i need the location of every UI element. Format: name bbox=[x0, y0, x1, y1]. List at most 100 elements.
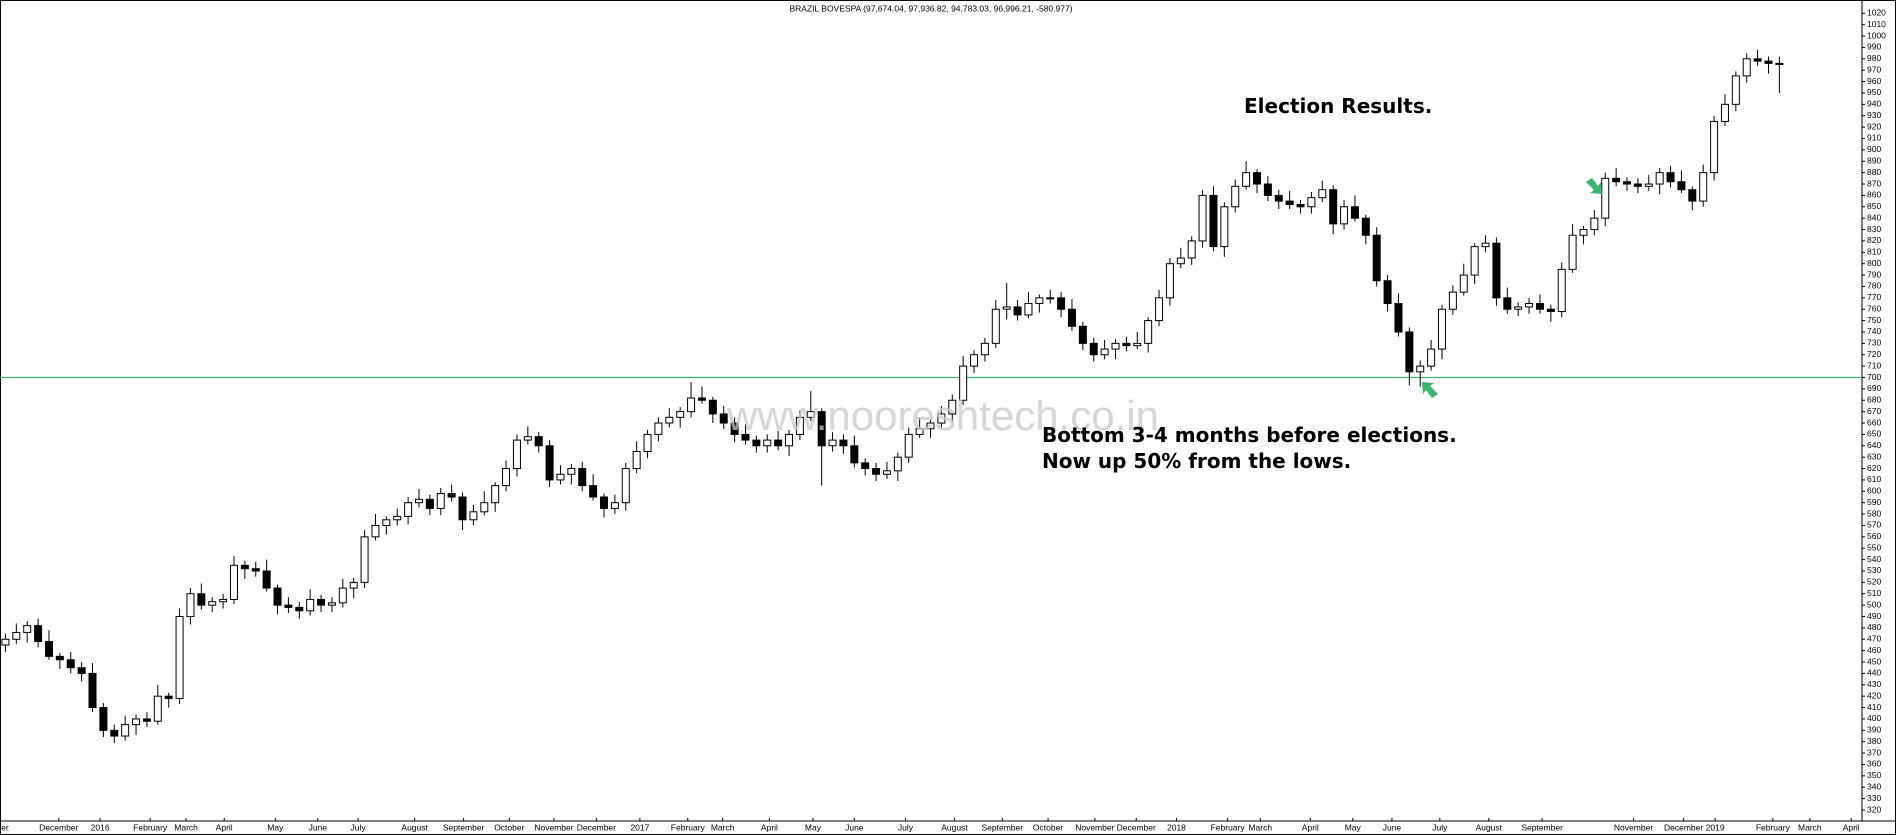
candle-body bbox=[1470, 246, 1479, 276]
y-tick-label: 630 bbox=[1867, 451, 1881, 461]
candle-body bbox=[1252, 172, 1261, 185]
candle-body bbox=[1764, 60, 1773, 64]
candle-body bbox=[1187, 240, 1196, 259]
candle-body bbox=[687, 397, 696, 413]
candle-body bbox=[1699, 172, 1708, 202]
candle-body bbox=[371, 524, 380, 538]
candle-body bbox=[1753, 58, 1762, 62]
y-tick-label: 330 bbox=[1867, 793, 1881, 803]
candle-body bbox=[926, 422, 935, 430]
y-tick-label: 860 bbox=[1867, 190, 1881, 200]
candle-body bbox=[1361, 217, 1370, 236]
candle-body bbox=[1503, 297, 1512, 310]
candle-body bbox=[991, 308, 1000, 344]
y-tick-label: 640 bbox=[1867, 440, 1881, 450]
candle-body bbox=[1329, 189, 1338, 225]
y-tick-label: 660 bbox=[1867, 417, 1881, 427]
y-tick-label: 990 bbox=[1867, 42, 1881, 52]
candle-body bbox=[1372, 234, 1381, 282]
y-tick-label: 980 bbox=[1867, 53, 1881, 63]
y-tick-label: 420 bbox=[1867, 690, 1881, 700]
y-tick-label: 930 bbox=[1867, 110, 1881, 120]
candle-body bbox=[545, 445, 554, 481]
x-tick-label: April bbox=[761, 822, 778, 832]
candle-body bbox=[806, 411, 815, 418]
candle-body bbox=[1155, 297, 1164, 322]
candle-body bbox=[414, 498, 423, 504]
candle-body bbox=[1122, 342, 1131, 347]
candle-body bbox=[491, 485, 500, 504]
x-tick-label: March bbox=[1798, 822, 1822, 832]
candle-body bbox=[665, 416, 674, 424]
candle-body bbox=[1438, 308, 1447, 350]
candle-body bbox=[610, 502, 619, 509]
candle-body bbox=[1035, 297, 1044, 305]
candle-body bbox=[1133, 342, 1142, 347]
candle-body bbox=[393, 515, 402, 521]
candle-body bbox=[1263, 183, 1272, 196]
candle-body bbox=[251, 568, 260, 572]
candle-body bbox=[1198, 194, 1207, 242]
y-tick-label: 730 bbox=[1867, 338, 1881, 348]
candle-body bbox=[1046, 297, 1055, 300]
y-tick-label: 870 bbox=[1867, 178, 1881, 188]
candle-body bbox=[327, 602, 336, 606]
candle-body bbox=[1231, 185, 1240, 208]
candle-body bbox=[948, 399, 957, 415]
candle-body bbox=[1710, 120, 1719, 174]
y-tick-label: 560 bbox=[1867, 531, 1881, 541]
y-tick-label: 950 bbox=[1867, 87, 1881, 97]
candle-body bbox=[741, 433, 750, 441]
candle-body bbox=[904, 433, 913, 458]
x-tick-label: October bbox=[1033, 822, 1063, 832]
x-tick-label: September bbox=[443, 822, 485, 832]
candle-body bbox=[55, 655, 64, 661]
y-tick-label: 720 bbox=[1867, 349, 1881, 359]
candle-body bbox=[1427, 348, 1436, 367]
candle-body bbox=[1590, 217, 1599, 231]
annotation: Election Results. bbox=[1244, 94, 1432, 118]
x-tick-label: March bbox=[1248, 822, 1272, 832]
candle-body bbox=[763, 439, 772, 447]
x-tick-label: April bbox=[1302, 822, 1319, 832]
candle-body bbox=[12, 631, 21, 640]
x-tick-label: 2019 bbox=[1706, 822, 1725, 832]
x-tick-label: February bbox=[671, 822, 706, 832]
candle-body bbox=[153, 695, 162, 722]
chart-title: BRAZIL BOVESPA (97,674.04, 97,936.82, 94… bbox=[789, 3, 1072, 13]
y-tick-label: 910 bbox=[1867, 133, 1881, 143]
candle-body bbox=[1492, 242, 1501, 299]
y-tick-label: 600 bbox=[1867, 486, 1881, 496]
y-tick-label: 450 bbox=[1867, 656, 1881, 666]
y-tick-label: 400 bbox=[1867, 713, 1881, 723]
x-tick-label: June bbox=[309, 822, 328, 832]
y-tick-label: 880 bbox=[1867, 167, 1881, 177]
y-tick-label: 670 bbox=[1867, 406, 1881, 416]
x-tick-label: March bbox=[174, 822, 198, 832]
candle-body bbox=[1296, 204, 1305, 208]
y-tick-label: 760 bbox=[1867, 303, 1881, 313]
candle-body bbox=[1340, 206, 1349, 225]
candle-body bbox=[1416, 365, 1425, 373]
candle-body bbox=[1285, 200, 1294, 206]
y-tick-label: 440 bbox=[1867, 668, 1881, 678]
annotation: Bottom 3-4 months before elections. bbox=[1042, 423, 1457, 447]
candle-body bbox=[512, 439, 521, 470]
candle-body bbox=[502, 468, 511, 487]
candle-body bbox=[643, 433, 652, 452]
candle-body bbox=[1688, 189, 1697, 202]
x-tick-label: July bbox=[898, 822, 914, 832]
candle-body bbox=[382, 519, 391, 526]
candle-body bbox=[208, 601, 217, 606]
y-tick-label: 650 bbox=[1867, 429, 1881, 439]
candle-body bbox=[240, 564, 249, 570]
candle-body bbox=[1318, 189, 1327, 199]
candle-body bbox=[132, 718, 141, 726]
y-tick-label: 830 bbox=[1867, 224, 1881, 234]
x-tick-label: August bbox=[401, 822, 428, 832]
watermark: www.nooreshtech.co.in bbox=[726, 392, 1159, 439]
candle-body bbox=[469, 511, 478, 521]
y-tick-label: 740 bbox=[1867, 326, 1881, 336]
y-tick-label: 890 bbox=[1867, 156, 1881, 166]
y-tick-label: 460 bbox=[1867, 645, 1881, 655]
